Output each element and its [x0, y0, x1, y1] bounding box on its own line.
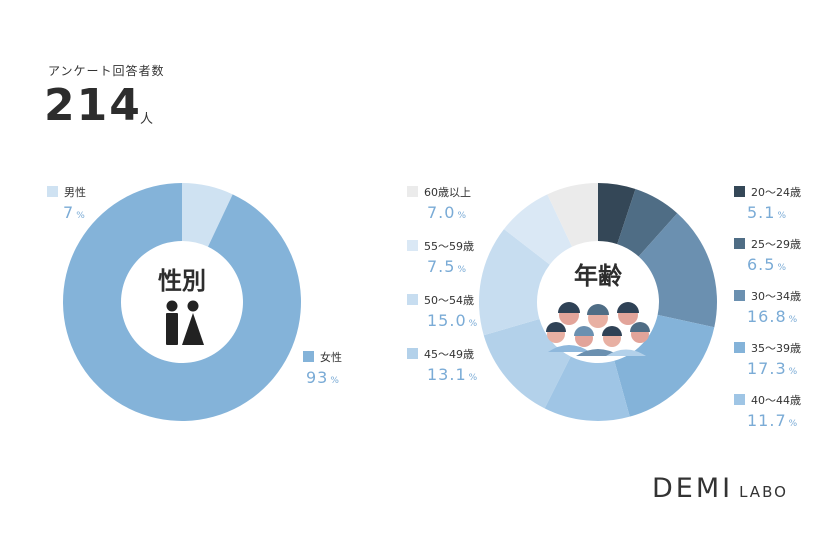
- age-value-unit: %: [457, 211, 468, 221]
- age-legend-label: 30〜34歳: [751, 290, 801, 303]
- gender-donut-chart: [63, 183, 302, 421]
- gender-legend-value: 93%: [306, 368, 340, 387]
- gender-legend-label: 女性: [320, 351, 342, 364]
- age-chart-title: 年齢: [574, 262, 623, 290]
- age-legend-label: 60歳以上: [424, 186, 471, 199]
- age-legend-swatch: [407, 348, 418, 359]
- age-legend-label: 20〜24歳: [751, 186, 801, 199]
- age-value-unit: %: [468, 319, 479, 329]
- age-legend-value: 16.8%: [747, 307, 798, 326]
- gender-slice-1: [182, 183, 233, 247]
- age-slice-7: [503, 194, 573, 265]
- age-slice-1: [617, 189, 678, 257]
- age-legend-swatch: [734, 290, 745, 301]
- gender-legend-swatch: [303, 351, 314, 362]
- age-legend-label: 45〜49歳: [424, 348, 474, 361]
- age-legend-value: 6.5%: [747, 255, 787, 274]
- age-slice-0: [598, 183, 636, 245]
- age-legend-label: 35〜39歳: [751, 342, 801, 355]
- age-value-unit: %: [468, 373, 479, 383]
- age-slice-6: [478, 229, 550, 336]
- gender-legend-label: 男性: [64, 186, 86, 199]
- male-female-icon: [166, 300, 204, 345]
- age-legend-swatch: [407, 186, 418, 197]
- age-slice-4: [544, 356, 630, 421]
- age-value-number: 7.0: [427, 203, 456, 222]
- age-value-number: 6.5: [747, 255, 776, 274]
- age-legend-label: 25〜29歳: [751, 238, 801, 251]
- age-value-number: 17.3: [747, 359, 787, 378]
- age-value-number: 13.1: [427, 365, 467, 384]
- age-legend-swatch: [734, 394, 745, 405]
- age-legend-value: 7.0%: [427, 203, 467, 222]
- gender-value-number: 93: [306, 368, 329, 387]
- age-legend-value: 13.1%: [427, 365, 478, 384]
- group-of-people-icon: [546, 302, 650, 356]
- age-legend-swatch: [734, 238, 745, 249]
- age-legend-value: 5.1%: [747, 203, 787, 222]
- age-legend-label: 55〜59歳: [424, 240, 474, 253]
- age-slice-5: [483, 319, 571, 409]
- age-slice-8: [547, 183, 598, 247]
- age-slice-3: [614, 314, 715, 417]
- age-value-number: 15.0: [427, 311, 467, 330]
- age-legend-swatch: [734, 342, 745, 353]
- age-legend-value: 11.7%: [747, 411, 798, 430]
- gender-value-unit: %: [76, 211, 86, 221]
- brand-sub-text: LABO: [739, 483, 788, 501]
- age-legend-value: 17.3%: [747, 359, 798, 378]
- gender-legend-value: 7%: [63, 203, 86, 222]
- gender-chart-title: 性別: [158, 267, 206, 295]
- age-legend-swatch: [407, 240, 418, 251]
- age-value-unit: %: [788, 367, 799, 377]
- age-value-number: 11.7: [747, 411, 787, 430]
- age-value-number: 7.5: [427, 257, 456, 276]
- age-legend-label: 50〜54歳: [424, 294, 474, 307]
- age-legend-label: 40〜44歳: [751, 394, 801, 407]
- gender-slice-0: [63, 183, 302, 421]
- brand-logo: DEMI LABO: [652, 473, 788, 504]
- age-value-unit: %: [777, 263, 788, 273]
- age-value-unit: %: [457, 265, 468, 275]
- age-legend-swatch: [407, 294, 418, 305]
- gender-value-number: 7: [63, 203, 75, 222]
- age-value-unit: %: [777, 211, 788, 221]
- age-legend-value: 15.0%: [427, 311, 478, 330]
- age-value-number: 5.1: [747, 203, 776, 222]
- age-donut-chart: [478, 183, 718, 421]
- age-value-unit: %: [788, 315, 799, 325]
- respondent-unit: 人: [140, 112, 154, 127]
- age-legend-value: 7.5%: [427, 257, 467, 276]
- age-value-unit: %: [788, 419, 799, 429]
- age-value-number: 16.8: [747, 307, 787, 326]
- gender-legend-swatch: [47, 186, 58, 197]
- age-slice-2: [638, 213, 718, 328]
- age-legend-swatch: [734, 186, 745, 197]
- survey-respondents-label: アンケート回答者数: [48, 64, 165, 78]
- gender-value-unit: %: [330, 376, 340, 386]
- respondent-count: 214: [44, 80, 142, 131]
- brand-main-text: DEMI: [652, 473, 734, 504]
